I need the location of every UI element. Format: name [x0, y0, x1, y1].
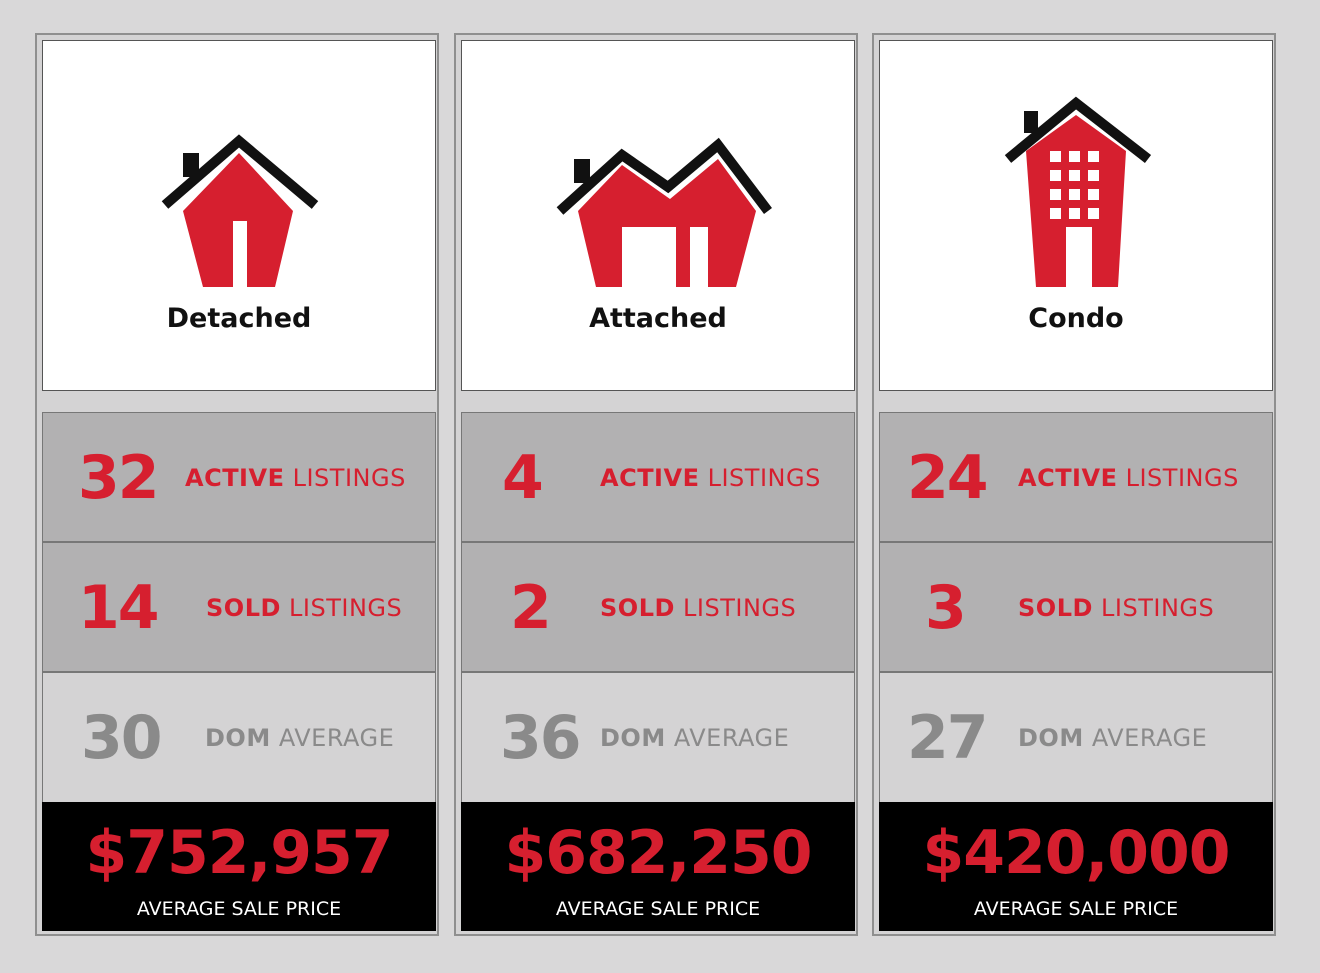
average-sale-price: $682,250: [504, 818, 812, 888]
active-listings-row: 24 ACTIVE LISTINGS: [879, 412, 1273, 542]
active-count: 32: [78, 443, 159, 513]
average-sale-price: $752,957: [85, 818, 393, 888]
average-sale-price-caption: AVERAGE SALE PRICE: [973, 898, 1179, 920]
active-label: ACTIVE LISTINGS: [185, 464, 406, 492]
sold-label: SOLD LISTINGS: [1018, 594, 1215, 622]
property-type-label: Detached: [166, 303, 312, 334]
active-label: ACTIVE LISTINGS: [600, 464, 821, 492]
sold-listings-row: 3 SOLD LISTINGS: [879, 542, 1273, 672]
sold-count: 2: [510, 573, 552, 643]
attached-house-icon: [556, 137, 772, 287]
sold-count: 3: [925, 573, 967, 643]
dom-label: DOM AVERAGE: [600, 724, 790, 752]
sold-listings-row: 14 SOLD LISTINGS: [42, 542, 436, 672]
active-listings-row: 32 ACTIVE LISTINGS: [42, 412, 436, 542]
condo-building-icon: [1004, 96, 1152, 287]
active-count: 24: [907, 443, 988, 513]
property-type-label: Attached: [589, 303, 727, 334]
dom-average-row: 30 DOM AVERAGE: [42, 672, 436, 802]
active-label: ACTIVE LISTINGS: [1018, 464, 1239, 492]
condo-header: Condo: [879, 40, 1273, 391]
attached-card: Attached 4 ACTIVE LISTINGS 2 SOLD LISTIN…: [454, 33, 858, 936]
detached-house-icon: [161, 134, 319, 287]
average-sale-price-box: $752,957 AVERAGE SALE PRICE: [42, 802, 436, 931]
average-sale-price: $420,000: [922, 818, 1230, 888]
average-sale-price-caption: AVERAGE SALE PRICE: [136, 898, 342, 920]
attached-header: Attached: [461, 40, 855, 391]
average-sale-price-box: $420,000 AVERAGE SALE PRICE: [879, 802, 1273, 931]
dom-value: 36: [500, 703, 581, 773]
property-type-label: Condo: [1028, 303, 1124, 334]
sold-label: SOLD LISTINGS: [600, 594, 797, 622]
detached-header: Detached: [42, 40, 436, 391]
active-listings-row: 4 ACTIVE LISTINGS: [461, 412, 855, 542]
dom-label: DOM AVERAGE: [205, 724, 395, 752]
sold-count: 14: [78, 573, 159, 643]
condo-card: Condo 24 ACTIVE LISTINGS 3 SOLD LISTINGS…: [872, 33, 1276, 936]
active-count: 4: [502, 443, 544, 513]
sold-listings-row: 2 SOLD LISTINGS: [461, 542, 855, 672]
dom-average-row: 27 DOM AVERAGE: [879, 672, 1273, 802]
average-sale-price-box: $682,250 AVERAGE SALE PRICE: [461, 802, 855, 931]
sold-label: SOLD LISTINGS: [206, 594, 403, 622]
dom-value: 27: [907, 703, 988, 773]
average-sale-price-caption: AVERAGE SALE PRICE: [555, 898, 761, 920]
dom-value: 30: [81, 703, 162, 773]
dom-label: DOM AVERAGE: [1018, 724, 1208, 752]
dom-average-row: 36 DOM AVERAGE: [461, 672, 855, 802]
detached-card: Detached 32 ACTIVE LISTINGS 14 SOLD LIST…: [35, 33, 439, 936]
